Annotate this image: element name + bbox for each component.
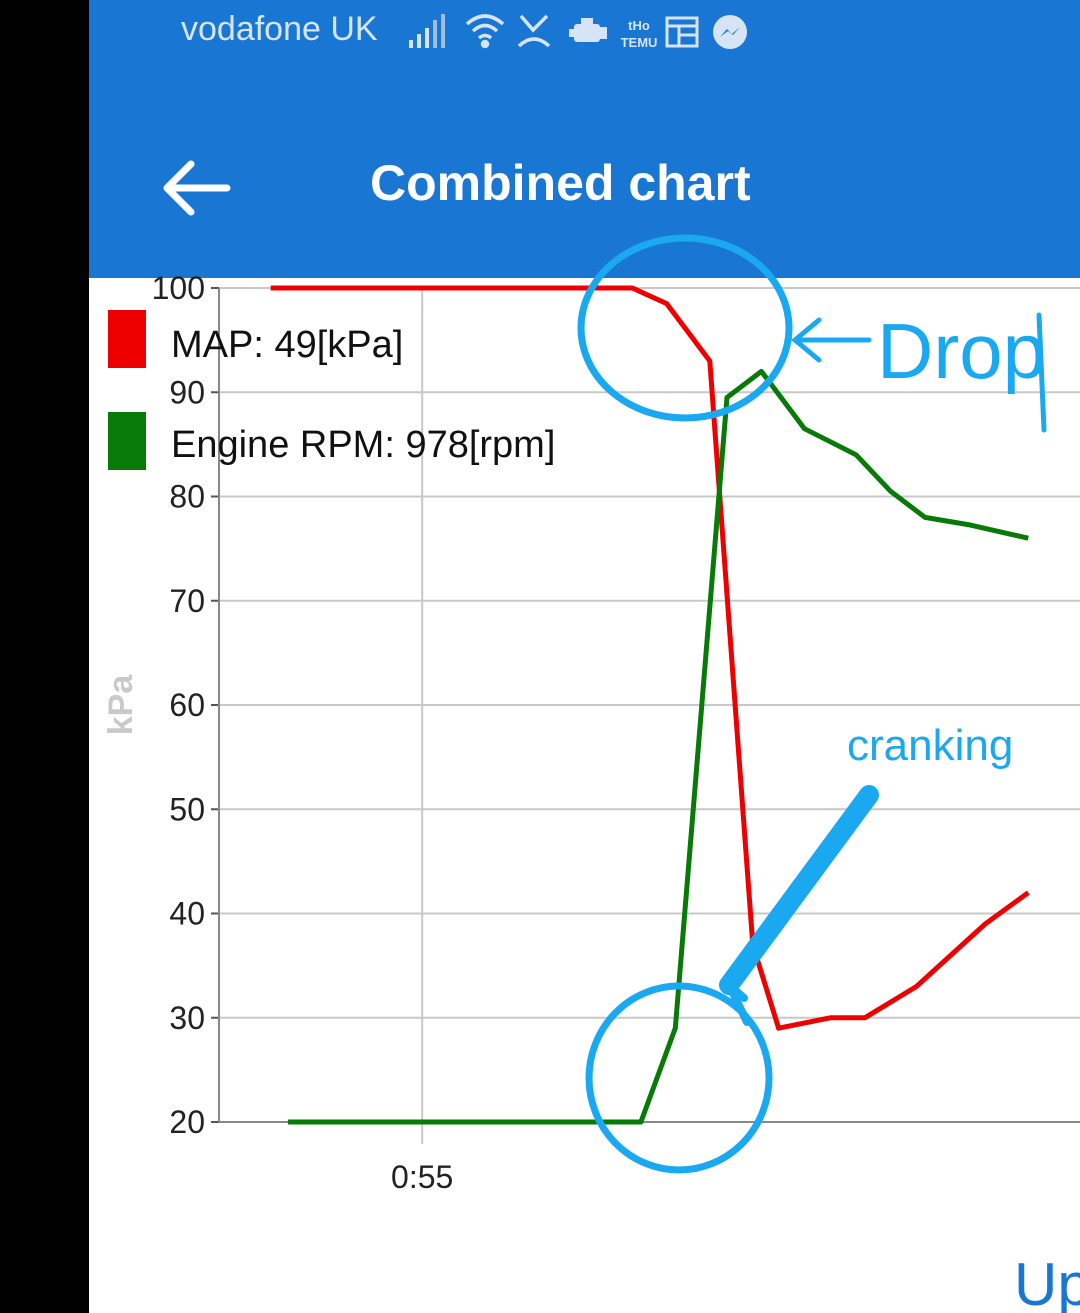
missed-call-icon	[517, 14, 551, 48]
rpm-legend-swatch	[108, 412, 146, 470]
y-tick-label: 60	[169, 687, 205, 723]
map-legend-swatch	[108, 310, 146, 368]
status-icons: tHo TEMU	[409, 14, 747, 50]
y-tick-label: 90	[169, 374, 205, 410]
y-tick-label: 70	[169, 583, 205, 619]
cranking-pointer-tip	[725, 981, 751, 1026]
y-tick-label: 50	[169, 791, 205, 827]
chart-legend: MAP: 49[kPa] Engine RPM: 978[rpm]	[108, 310, 555, 470]
y-tick-label: 40	[169, 896, 205, 932]
y-tick-label: 30	[169, 1000, 205, 1036]
combined-chart[interactable]: 100 90 80 70 60 50 40 30 20 0:55 kPa MAP: 49[kPa…	[89, 0, 1080, 1313]
drop-arrow	[791, 317, 872, 363]
page-title: Combined chart	[370, 155, 751, 211]
x-axis-ticks: 0:55	[391, 1159, 453, 1195]
handwritten-annotations	[577, 234, 1047, 1174]
drop-text-tail	[1036, 312, 1047, 433]
calendar-icon	[665, 16, 699, 48]
drop-annotation: Drop	[877, 307, 1046, 395]
drop-circle	[577, 234, 793, 422]
x-tick-label: 0:55	[391, 1159, 453, 1195]
map-series-line	[270, 285, 1030, 1031]
y-axis-ticks: 100 90 80 70 60 50 40 30 20	[152, 270, 205, 1140]
y-tick-label: 100	[152, 270, 205, 306]
y-axis-label: kPa	[102, 674, 140, 736]
wifi-icon	[465, 14, 505, 49]
temu-bottom-text: TEMU	[621, 35, 658, 50]
temu-icon: tHo TEMU	[621, 18, 658, 50]
engine-icon	[569, 18, 607, 42]
signal-icon	[409, 14, 445, 48]
app-bar: Combined chart	[89, 62, 1080, 278]
temu-top-text: tHo	[628, 18, 650, 33]
engine-rpm-series-line	[287, 368, 1029, 1125]
cranking-pointer	[719, 785, 879, 995]
cranking-annotation: cranking	[847, 721, 1013, 770]
arrow-left-icon	[163, 160, 231, 216]
carrier-name: vodafone UK	[181, 10, 378, 48]
y-tick-label: 80	[169, 479, 205, 515]
cranking-circle	[585, 982, 773, 1174]
chart-grid	[211, 287, 1080, 1144]
y-tick-label: 20	[169, 1104, 205, 1140]
rpm-legend-label: Engine RPM: 978[rpm]	[171, 424, 555, 466]
back-button[interactable]	[151, 142, 241, 232]
phone-screen: vodafone UK	[89, 0, 1080, 1313]
status-bar: vodafone UK	[89, 0, 1080, 62]
messenger-icon	[713, 15, 747, 49]
map-legend-label: MAP: 49[kPa]	[171, 324, 403, 366]
bottom-action-button[interactable]: Up	[1014, 1251, 1080, 1313]
